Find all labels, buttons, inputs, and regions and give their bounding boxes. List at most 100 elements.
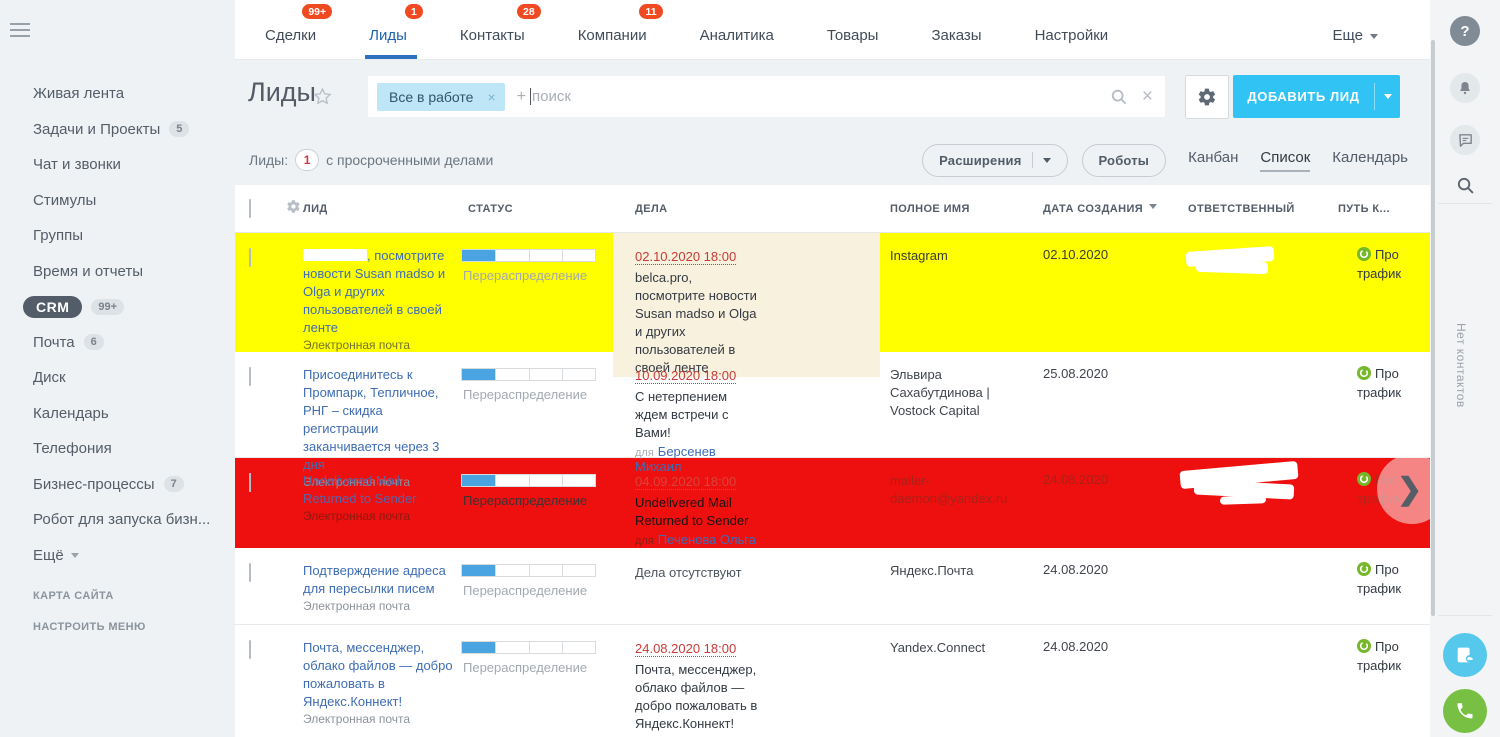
right-rail: ? Нет контактов xyxy=(1430,0,1500,737)
tab-products[interactable]: Товары xyxy=(826,26,879,44)
add-lead-button[interactable]: ДОБАВИТЬ ЛИД xyxy=(1233,75,1400,118)
view-calendar[interactable]: Календарь xyxy=(1332,148,1408,166)
sidebar-footer: КАРТА САЙТА НАСТРОИТЬ МЕНЮ xyxy=(33,590,146,652)
bitrix-network-button[interactable] xyxy=(1443,633,1487,677)
scroll-right-button[interactable]: ❯ xyxy=(1377,454,1430,524)
row-checkbox[interactable] xyxy=(249,248,251,267)
table-row[interactable]: Присоединитесь к Промпарк, Тепличное, РН… xyxy=(235,352,1430,489)
sidebar-item-business-processes[interactable]: Бизнес-процессы 7 xyxy=(0,467,235,503)
table-row[interactable]: Undelivered Mail Returned to Sender Элек… xyxy=(235,458,1430,548)
notifications-bell-icon[interactable] xyxy=(1450,73,1480,103)
overdue-count-badge[interactable]: 1 xyxy=(295,149,320,171)
path-cell: Про трафик xyxy=(1357,366,1402,400)
full-name-cell: Yandex.Connect xyxy=(890,640,986,655)
sidebar-item-drive[interactable]: Диск xyxy=(33,369,66,387)
sidebar-item-mail[interactable]: Почта 6 xyxy=(0,325,235,361)
search-icon[interactable] xyxy=(1110,88,1128,106)
column-header-lead[interactable]: ЛИД xyxy=(303,202,328,215)
column-header-created[interactable]: ДАТА СОЗДАНИЯ xyxy=(1035,203,1180,215)
row-checkbox[interactable] xyxy=(249,563,251,582)
column-header-responsible[interactable]: ОТВЕТСТВЕННЫЙ xyxy=(1188,202,1295,215)
column-header-path[interactable]: ПУТЬ К... xyxy=(1338,202,1390,215)
contacts-badge: 28 xyxy=(517,4,541,19)
created-date-cell: 02.10.2020 xyxy=(1043,247,1109,262)
lead-title-link[interactable]: Подтверждение адреса для пересылки писем xyxy=(303,563,446,596)
responsible-cell xyxy=(1179,458,1330,548)
row-checkbox[interactable] xyxy=(249,640,251,659)
path-cell: Про трафик xyxy=(1357,247,1402,281)
lead-title-link[interactable]: , посмотрите новости Susan madso и Olga … xyxy=(303,248,446,335)
tab-settings[interactable]: Настройки xyxy=(1034,26,1109,44)
tab-companies[interactable]: Компании 11 xyxy=(578,0,663,59)
lead-source: Электронная почта xyxy=(303,509,411,523)
tab-more[interactable]: Еще xyxy=(1332,0,1378,59)
sidebar-item-crm-active[interactable]: CRM 99+ xyxy=(0,289,235,325)
activity-for-link[interactable]: Печенова Ольга xyxy=(658,735,756,737)
sidebar-menu: Живая лента Задачи и Проекты 5 Чат и звон… xyxy=(0,76,235,573)
robots-button[interactable]: Роботы xyxy=(1081,143,1167,177)
table-row[interactable]: , посмотрите новости Susan madso и Olga … xyxy=(235,233,1430,377)
activity-date-link[interactable]: 04.09.2020 18:00 xyxy=(635,474,737,490)
text-cursor xyxy=(529,88,531,105)
full-name-cell: mailer-daemon@yandex.ru xyxy=(890,473,1008,506)
vertical-scrollbar[interactable] xyxy=(1431,40,1435,616)
menu-hamburger-icon[interactable] xyxy=(10,23,30,37)
row-checkbox[interactable] xyxy=(249,473,251,492)
sidebar-item-time-reports[interactable]: Время и отчеты xyxy=(33,262,144,280)
lead-title-link[interactable]: Почта, мессенджер, облако файлов — добро… xyxy=(303,640,453,709)
select-all-checkbox[interactable] xyxy=(249,198,251,218)
activity-text: Undelivered Mail Returned to Sender xyxy=(635,495,749,528)
activity-for-link[interactable]: Берсенев Михаил xyxy=(635,444,716,474)
chevron-down-icon xyxy=(1042,157,1051,167)
column-header-full-name[interactable]: ПОЛНОЕ ИМЯ xyxy=(890,202,970,215)
activity-date-link[interactable]: 10.09.2020 18:00 xyxy=(635,368,737,384)
column-header-status[interactable]: СТАТУС xyxy=(468,202,513,215)
contacts-panel-label[interactable]: Нет контактов xyxy=(1454,323,1468,408)
extensions-button[interactable]: Расширения xyxy=(922,143,1068,177)
companies-badge: 11 xyxy=(639,4,663,19)
view-kanban[interactable]: Канбан xyxy=(1188,148,1239,166)
lead-title-link[interactable]: Присоединитесь к Промпарк, Тепличное, РН… xyxy=(303,367,440,472)
sidebar-item-calendar[interactable]: Календарь xyxy=(33,404,109,422)
tab-analytics[interactable]: Аналитика xyxy=(699,26,774,44)
configure-menu-link[interactable]: НАСТРОИТЬ МЕНЮ xyxy=(33,621,146,633)
table-row[interactable]: Почта, мессенджер, облако файлов — добро… xyxy=(235,625,1430,737)
activity-date-link[interactable]: 02.10.2020 18:00 xyxy=(635,249,737,265)
sidebar-item-tasks[interactable]: Задачи и Проекты 5 xyxy=(0,112,235,148)
tab-orders[interactable]: Заказы xyxy=(931,26,982,44)
traffic-source-icon xyxy=(1357,247,1371,265)
sidebar-item-telephony[interactable]: Телефония xyxy=(33,440,112,458)
view-list[interactable]: Список xyxy=(1260,149,1311,172)
table-row[interactable]: Подтверждение адреса для пересылки писем… xyxy=(235,548,1430,625)
view-settings-button[interactable] xyxy=(1185,75,1229,119)
phone-call-button[interactable] xyxy=(1443,689,1487,733)
search-input[interactable]: поиск xyxy=(531,88,571,105)
column-header-activities[interactable]: ДЕЛА xyxy=(635,202,668,215)
sidebar-item-more[interactable]: Ещё xyxy=(0,538,235,574)
created-date-cell: 24.08.2020 xyxy=(1043,639,1109,654)
activity-for-link[interactable]: Печенова Ольга xyxy=(657,532,756,547)
filter-search-bar[interactable]: Все в работе × + поиск × xyxy=(368,76,1165,117)
sidebar-item-groups[interactable]: Группы xyxy=(33,227,83,245)
favorite-star-icon[interactable] xyxy=(312,86,333,112)
lead-title-link[interactable]: Undelivered Mail Returned to Sender xyxy=(303,473,417,506)
sitemap-link[interactable]: КАРТА САЙТА xyxy=(33,590,114,602)
sidebar-item-chat-calls[interactable]: Чат и звонки xyxy=(33,156,121,174)
filter-chip[interactable]: Все в работе × xyxy=(377,82,505,111)
redaction-blob xyxy=(303,249,367,261)
sidebar-item-live-feed[interactable]: Живая лента xyxy=(33,85,125,103)
global-search-icon[interactable] xyxy=(1450,170,1480,200)
add-lead-dropdown[interactable] xyxy=(1374,83,1400,110)
columns-gear-icon[interactable] xyxy=(276,199,303,219)
activity-date-link[interactable]: 24.08.2020 18:00 xyxy=(635,641,737,657)
sidebar-item-incentives[interactable]: Стимулы xyxy=(33,191,97,209)
chat-bubble-icon[interactable] xyxy=(1450,125,1480,155)
row-checkbox[interactable] xyxy=(249,367,251,386)
help-button[interactable]: ? xyxy=(1450,16,1480,46)
tab-leads[interactable]: Лиды 1 xyxy=(365,0,423,59)
clear-search-icon[interactable]: × xyxy=(1141,86,1153,107)
sidebar-item-robot[interactable]: Робот для запуска бизн... xyxy=(33,511,211,529)
tab-contacts[interactable]: Контакты 28 xyxy=(460,0,541,59)
tab-deals[interactable]: Сделки 99+ xyxy=(265,0,333,59)
chip-remove-icon[interactable]: × xyxy=(487,88,496,105)
